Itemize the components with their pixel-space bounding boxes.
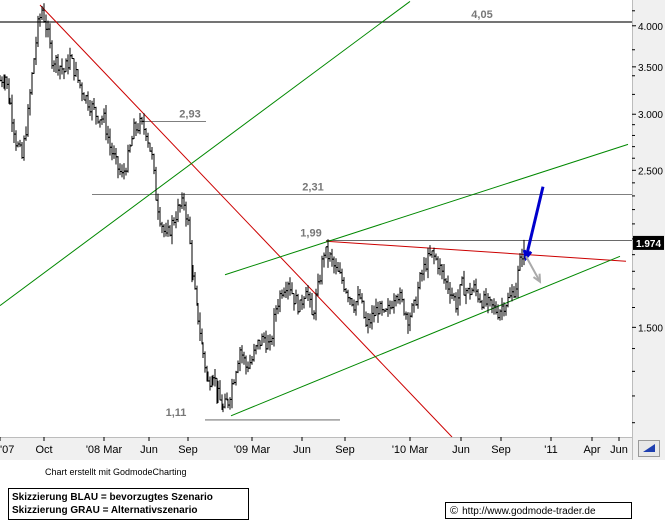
level-label: 4,05 [471,9,492,21]
x-tick-label: Jun [293,444,311,456]
y-tick-label: 4.000 [638,22,663,33]
level-label: 1,99 [300,227,321,239]
copyright-symbol: © [450,505,459,517]
website-url: http://www.godmode-trader.de [462,506,596,517]
x-tick-label: Jun [610,444,628,456]
level-label: 1,11 [166,407,187,419]
level-label: 2,31 [302,182,323,194]
y-tick-label: 1.500 [638,323,663,334]
last-price-label: 1.974 [636,239,661,250]
price-chart: 4,05 2,93 2,31 1,99 1,11 [0,1,632,437]
chart-scroll-button[interactable] [638,440,660,457]
y-axis: 4.000 3.500 3.000 2.500 1.500 1.974 [632,0,665,460]
x-tick-label: '09 Mar [234,444,271,456]
alternative-scenario-arrow [525,255,541,283]
y-tick-label: 3.000 [638,110,663,121]
x-tick-label: Sep [178,444,198,456]
x-tick-label: '10 Mar [392,444,429,456]
preferred-scenario-arrow [524,186,545,259]
legend-line-blue: Skizzierung BLAU = bevorzugtes Szenario [12,492,213,503]
support-trendline [230,255,621,417]
support-trendline [224,143,629,276]
last-price-box [633,235,664,250]
x-axis: '07 Oct '08 Mar Jun Sep '09 Mar Jun Sep '10 Mar J… [0,437,632,460]
y-tick-label: 2.500 [638,166,663,177]
x-tick-label: Oct [35,444,52,456]
x-tick-label: Jun [452,444,470,456]
x-tick-label: '07 [0,444,14,456]
x-tick-label: Jun [140,444,158,456]
x-tick-label: Apr [583,444,600,456]
level-label: 2,93 [179,108,200,120]
support-trendline [0,1,411,306]
y-tick-label: 3.500 [638,63,663,74]
website-box[interactable]: © http://www.godmode-trader.de [445,502,632,519]
resistance-trendline [325,240,627,262]
legend-line-gray: Skizzierung GRAU = Alternativszenario [12,505,198,516]
resistance-trendline [39,4,453,437]
arrow-head [532,273,542,284]
scenario-legend: Skizzierung BLAU = bevorzugtes Szenario … [8,488,249,520]
x-tick-label: '11 [544,444,558,456]
x-tick-label: Sep [491,444,511,456]
arrow-icon [643,444,655,452]
chart-credit: Chart erstellt mit GodmodeCharting [45,467,187,477]
x-tick-label: Sep [335,444,355,456]
x-tick-label: '08 Mar [86,444,123,456]
